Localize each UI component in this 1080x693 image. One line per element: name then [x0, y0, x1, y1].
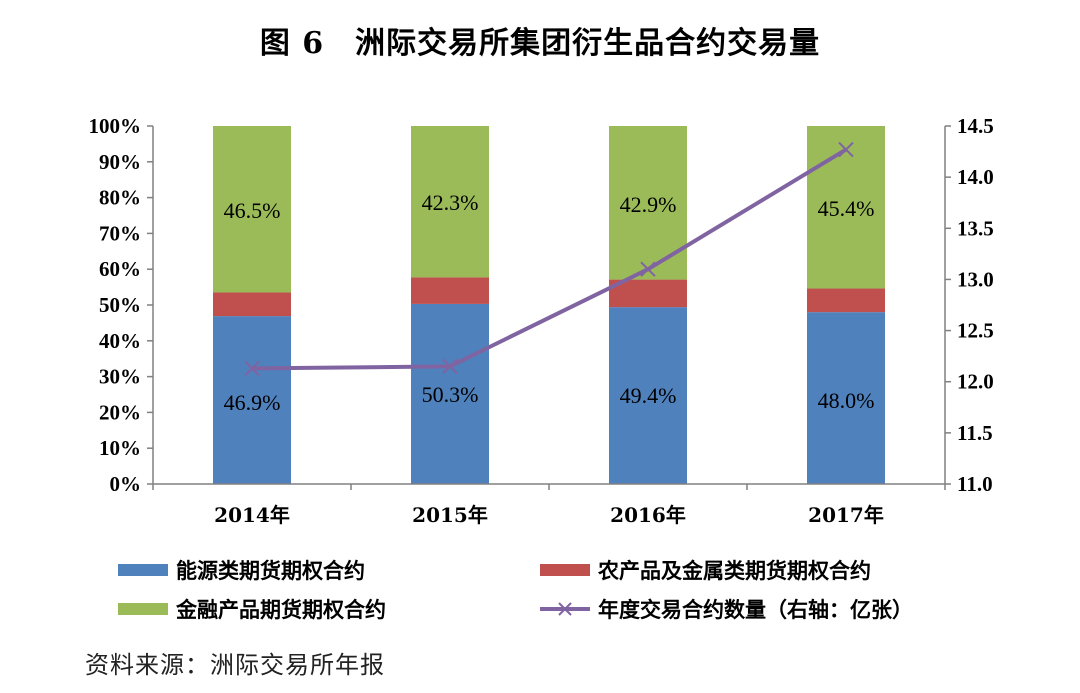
data-label: 42.3% — [422, 190, 479, 215]
source-note: 资料来源：洲际交易所年报 — [85, 651, 385, 679]
right-tick-label: 12.5 — [957, 319, 994, 343]
right-tick-label: 11.0 — [957, 472, 993, 496]
data-label: 49.4% — [620, 383, 677, 408]
chart-title: 图 6 洲际交易所集团衍生品合约交易量 — [259, 26, 821, 61]
bar-financial-0 — [213, 126, 291, 293]
bar-energy-0 — [213, 316, 291, 484]
line-series-path — [251, 147, 848, 371]
left-tick-label: 90% — [99, 150, 141, 174]
bar-agri-metal-0 — [213, 292, 291, 317]
data-label: 48.0% — [818, 388, 875, 413]
line-point-marker-2 — [640, 261, 656, 277]
right-tick-label: 11.5 — [957, 421, 993, 445]
left-tick-label: 100% — [89, 114, 142, 138]
left-tick-label: 30% — [99, 365, 141, 389]
left-tick-label: 40% — [99, 329, 141, 353]
left-tick-label: 20% — [99, 400, 141, 424]
bar-energy-3 — [807, 312, 885, 484]
x-tick-label: 2014年 — [214, 503, 290, 527]
left-tick-label: 10% — [99, 436, 141, 460]
left-tick-label: 0% — [110, 472, 142, 496]
data-label: 46.5% — [224, 198, 281, 223]
left-tick-label: 50% — [99, 293, 141, 317]
data-label: 42.9% — [620, 192, 677, 217]
x-tick-label: 2017年 — [808, 503, 884, 527]
left-tick-label: 60% — [99, 257, 141, 281]
left-tick-label: 80% — [99, 186, 141, 210]
bar-energy-1 — [411, 303, 489, 484]
right-tick-label: 14.0 — [957, 165, 994, 189]
line-point-marker-1 — [442, 358, 458, 375]
bar-agri-metal-1 — [411, 277, 489, 304]
left-tick-label: 70% — [99, 221, 141, 245]
bar-financial-1 — [411, 126, 489, 278]
right-tick-label: 14.5 — [957, 114, 994, 138]
line-point-marker-0 — [244, 360, 260, 377]
right-tick-label: 13.5 — [957, 216, 994, 240]
data-label: 50.3% — [422, 382, 479, 407]
line-point-marker-3 — [838, 141, 854, 158]
right-tick-label: 12.0 — [957, 370, 994, 394]
x-tick-label: 2016年 — [610, 503, 686, 527]
bar-energy-2 — [609, 307, 687, 484]
bar-agri-metal-3 — [807, 288, 885, 313]
x-tick-label: 2015年 — [412, 503, 488, 527]
bar-financial-3 — [807, 126, 885, 289]
right-tick-label: 13.0 — [957, 267, 994, 291]
data-label: 46.9% — [224, 390, 281, 415]
data-label: 45.4% — [818, 196, 875, 221]
